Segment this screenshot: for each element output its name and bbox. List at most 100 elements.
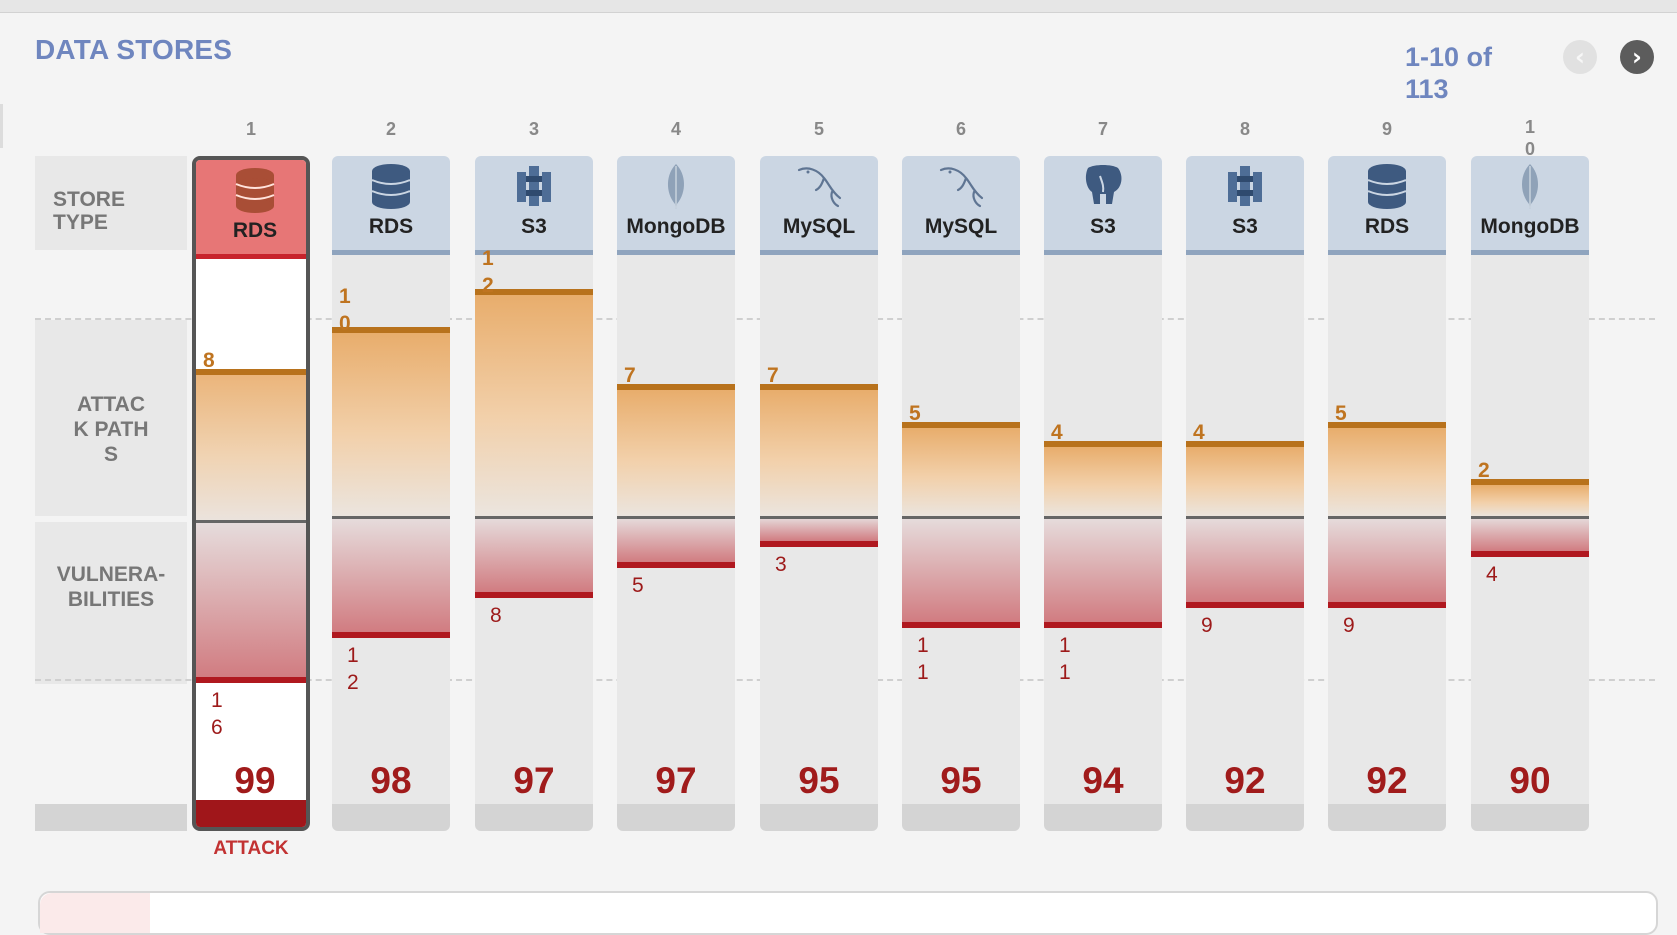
column-footer [196,800,306,827]
risk-score: 95 [940,760,982,801]
data-store-column[interactable]: MySQL 5 11 95 [902,156,1020,831]
vulnerabilities-value: 4 [1486,563,1498,587]
rds-database-icon [368,162,414,210]
vulnerabilities-value: 8 [490,603,502,627]
attack-paths-bar [902,422,1020,517]
store-type-header: MySQL [760,156,878,255]
column-footer [1471,804,1589,831]
attack-paths-value: 4 [1051,421,1063,444]
s3-bucket-icon [1222,162,1268,210]
column-footer [760,804,878,831]
attack-paths-bar [760,384,878,517]
data-store-column[interactable]: S3 4 9 92 [1186,156,1304,831]
s3-bucket-icon [511,162,557,210]
attack-paths-value: 8 [203,349,215,372]
store-type-header: S3 [475,156,593,255]
details-card [38,891,1658,935]
column-rank: 4 [670,119,681,139]
postgres-elephant-icon [1080,162,1126,210]
store-type-header: RDS [1328,156,1446,255]
baseline [617,516,735,519]
baseline [196,520,306,523]
attack-paths-bar [196,369,306,521]
vulnerabilities-bar [1186,517,1304,608]
attack-paths-label: ATTACK PATHS [73,393,149,466]
page-title: DATA STORES [35,34,233,65]
vulnerabilities-bar [1471,517,1589,558]
prev-page-button[interactable]: ‹ [1563,40,1597,74]
risk-score: 92 [1366,760,1408,801]
data-store-column[interactable]: S3 4 11 94 [1044,156,1162,831]
attack-paths-bar [617,384,735,517]
column-footer [1328,804,1446,831]
store-type-header: RDS [196,160,306,259]
chevron-left-icon: ‹ [1575,43,1585,71]
risk-score: 98 [370,760,412,801]
store-type-name: S3 [521,215,547,238]
attack-paths-value: 10 [339,285,351,335]
baseline [1186,516,1304,519]
attack-paths-value: 5 [909,402,921,425]
data-store-column[interactable]: RDS 5 9 92 [1328,156,1446,831]
next-page-button[interactable]: › [1620,40,1654,74]
mysql-dolphin-icon [938,162,984,210]
top-bar [0,0,1677,13]
risk-score: 94 [1082,760,1124,801]
store-type-name: S3 [1090,215,1116,238]
details-card-accent [40,893,150,933]
column-rank: 6 [955,119,966,139]
column-rank: 5 [813,119,824,139]
store-type-header: MySQL [902,156,1020,255]
store-type-name: RDS [368,215,414,238]
mongodb-leaf-icon [653,162,699,210]
risk-score: 92 [1224,760,1266,801]
store-type-name: MySQL [782,215,856,238]
vulnerabilities-bar [1044,517,1162,629]
data-store-column[interactable]: S3 12 8 97 [475,156,593,831]
attack-paths-bar [475,289,593,517]
column-footer [1044,804,1162,831]
chevron-right-icon: › [1632,43,1642,71]
baseline [1044,516,1162,519]
vulnerabilities-bar [332,517,450,639]
column-footer [617,804,735,831]
column-rank: 7 [1097,119,1108,139]
data-store-column[interactable]: MongoDB 7 5 97 [617,156,735,831]
attack-paths-value: 5 [1335,402,1347,425]
attack-paths-value: 7 [767,364,779,387]
data-store-column[interactable]: MongoDB 2 4 90 [1471,156,1589,831]
column-rank: 2 [385,119,396,139]
vulnerabilities-label: VULNERA-BILITIES [56,563,166,611]
pagination-range: 1-10 of 113 [1405,42,1493,104]
vulnerabilities-bar [196,521,306,683]
column-footer [1186,804,1304,831]
row-labels-footer [35,804,187,831]
column-rank: 8 [1239,119,1250,139]
vulnerabilities-value: 16 [211,688,223,739]
column-footer [902,804,1020,831]
row-labels: STORE TYPE ATTACK PATHS VULNERA-BILITIES [35,156,187,831]
store-type-name: RDS [1364,215,1410,238]
risk-score: 95 [798,760,840,801]
store-type-header: RDS [332,156,450,255]
store-type-header: S3 [1044,156,1162,255]
risk-score: 97 [655,760,697,801]
attack-paths-bar [1044,441,1162,517]
attack-paths-bar [1328,422,1446,517]
store-type-header: S3 [1186,156,1304,255]
attack-indicator-label: ATTACK [213,838,289,859]
vulnerabilities-bar [902,517,1020,629]
baseline [760,516,878,519]
attack-paths-value: 2 [1478,459,1490,482]
column-rank: 1 [245,119,256,139]
mongodb-leaf-icon [1507,162,1553,210]
store-type-label-cell: STORE TYPE [35,156,187,250]
column-footer [475,804,593,831]
baseline [332,516,450,519]
data-store-column[interactable]: RDS 8 16 99 [192,156,310,831]
data-store-column[interactable]: RDS 10 12 98 [332,156,450,831]
column-rank: 9 [1381,119,1392,139]
mysql-dolphin-icon [796,162,842,210]
data-store-column[interactable]: MySQL 7 3 95 [760,156,878,831]
baseline [1471,516,1589,519]
